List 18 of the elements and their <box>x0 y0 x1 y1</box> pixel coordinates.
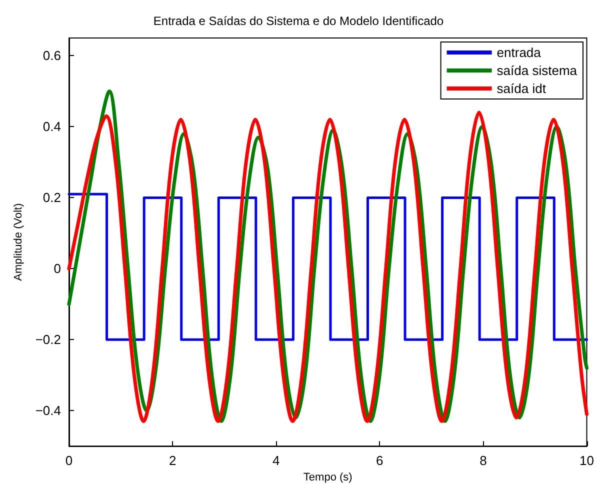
y-tick-label: 0.6 <box>42 48 61 64</box>
x-tick-label: 4 <box>272 453 280 468</box>
legend-label: saída idt <box>496 81 546 96</box>
y-tick-label: 0 <box>54 261 61 276</box>
y-tick-label: 0.2 <box>42 190 61 206</box>
x-tick-label: 10 <box>580 453 594 468</box>
legend-label: entrada <box>496 45 542 60</box>
y-tick-label: −0.2 <box>35 332 61 348</box>
chart-title: Entrada e Saídas do Sistema e do Modelo Identificado <box>153 14 444 28</box>
y-tick-label: −0.4 <box>35 403 61 418</box>
y-tick-label: 0.4 <box>42 119 61 134</box>
x-tick-label: 8 <box>480 453 487 468</box>
x-tick-label: 0 <box>65 453 73 468</box>
x-tick-label: 6 <box>376 453 384 468</box>
y-axis-title: Amplitude (Volt) <box>12 203 24 281</box>
x-tick-label: 2 <box>168 453 176 468</box>
x-axis-title: Tempo (s) <box>303 472 352 484</box>
legend-label: saída sistema <box>496 63 578 78</box>
